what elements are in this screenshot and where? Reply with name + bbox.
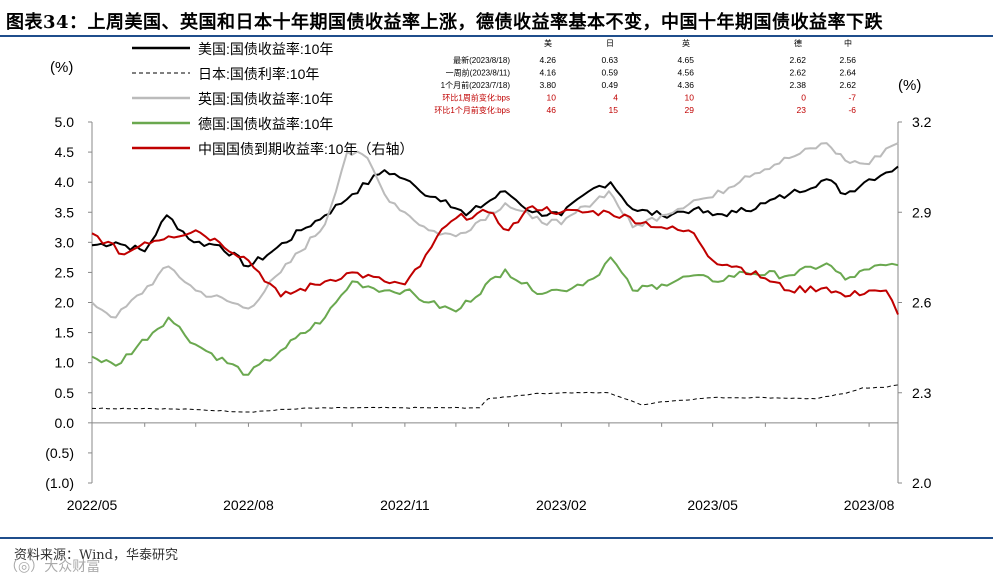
legend-label: 德国:国债收益率:10年 [198, 116, 333, 132]
table-cell: 3.80 [539, 80, 556, 90]
left-tick-label: 0.0 [55, 415, 75, 431]
x-tick-label: 2022/08 [223, 497, 274, 513]
chart-legend: 美国:国债收益率:10年日本:国债利率:10年英国:国债收益率:10年德国:国债… [132, 41, 413, 157]
table-col-header: 日 [606, 39, 614, 48]
table-row-label: 最新(2023/8/18) [453, 55, 510, 65]
left-tick-label: 2.0 [55, 295, 75, 311]
series-line-3 [91, 256, 899, 376]
x-tick-label: 2023/08 [844, 497, 895, 513]
table-cell: 15 [609, 105, 619, 115]
table-col-header: 中 [844, 38, 852, 48]
table-cell: -6 [848, 105, 856, 115]
series-line-2 [91, 142, 899, 319]
left-tick-label: (0.5) [45, 445, 74, 461]
right-tick-label: 2.9 [912, 204, 932, 220]
table-cell: 10 [685, 93, 695, 103]
table-col-header: 德 [794, 38, 802, 48]
left-tick-label: 0.5 [55, 385, 75, 401]
page-title: 图表34：上周美国、英国和日本十年期国债收益率上涨，德债收益率基本不变，中国十年… [6, 12, 884, 33]
table-cell: 4.65 [677, 55, 694, 65]
table-row-label: 一周前(2023/8/11) [446, 68, 511, 78]
table-cell: 4.56 [677, 68, 694, 78]
top-rule [0, 35, 993, 37]
data-table: 美 日 英 德 中最新(2023/8/18) 4.26 0.63 4.65 2.62 2.56 一周… [434, 38, 856, 115]
table-cell: 2.64 [839, 68, 856, 78]
legend-label: 英国:国债收益率:10年 [198, 91, 333, 107]
table-cell: -7 [848, 93, 856, 103]
table-row-label: 1个月前(2023/7/18) [441, 80, 511, 90]
left-tick-label: 5.0 [55, 114, 75, 130]
left-tick-label: 2.5 [55, 264, 75, 280]
table-cell: 0 [801, 93, 806, 103]
chart-axes: (%) (%) 5.0 4.5 4.0 3.5 3.0 2.5 2.0 1.5 1.0 0.5 0.0 (… [45, 59, 931, 513]
table-cell: 4.26 [539, 55, 556, 65]
right-tick-label: 2.3 [912, 385, 932, 401]
left-tick-label: (1.0) [45, 475, 74, 491]
legend-label: 中国国债到期收益率:10年（右轴） [198, 141, 413, 157]
left-tick-label: 4.5 [55, 144, 75, 160]
table-cell: 2.62 [839, 80, 856, 90]
bottom-rule [0, 537, 993, 539]
table-cell: 4 [613, 93, 618, 103]
left-tick-label: 3.0 [55, 234, 75, 250]
table-col-header: 英 [682, 38, 690, 48]
x-tick-label: 2023/02 [536, 497, 587, 513]
left-tick-label: 3.5 [55, 204, 75, 220]
table-col-header: 美 [544, 38, 552, 48]
table-cell: 4.16 [539, 68, 556, 78]
left-tick-label: 1.0 [55, 355, 75, 371]
series-line-0 [91, 165, 899, 268]
source-note: 资料来源：Wind，华泰研究 [14, 548, 178, 563]
x-tick-label: 2023/05 [687, 497, 738, 513]
table-cell: 0.63 [601, 55, 618, 65]
right-unit-label: (%) [898, 77, 921, 94]
x-tick-label: 2022/05 [67, 497, 118, 513]
table-cell: 2.56 [839, 55, 856, 65]
table-cell: 29 [685, 105, 695, 115]
right-tick-label: 3.2 [912, 114, 932, 130]
left-tick-label: 1.5 [55, 325, 75, 341]
right-tick-label: 2.6 [912, 295, 932, 311]
table-row-label: 环比1周前变化:bps [442, 93, 510, 103]
x-tick-label: 2022/11 [380, 497, 430, 513]
table-cell: 0.59 [601, 68, 618, 78]
yield-chart: (%) (%) 5.0 4.5 4.0 3.5 3.0 2.5 2.0 1.5 1.0 0.5 0.0 (… [45, 38, 931, 513]
table-cell: 0.49 [601, 80, 618, 90]
legend-label: 日本:国债利率:10年 [198, 66, 319, 82]
watermark: （◎）大众财富 [4, 559, 101, 575]
series-line-4 [91, 205, 899, 315]
table-cell: 23 [797, 105, 807, 115]
table-cell: 2.38 [789, 80, 806, 90]
table-cell: 2.62 [789, 68, 806, 78]
series-line-1 [91, 384, 899, 413]
right-tick-label: 2.0 [912, 475, 932, 491]
legend-label: 美国:国债收益率:10年 [198, 41, 333, 57]
table-cell: 46 [547, 105, 557, 115]
left-unit-label: (%) [50, 59, 73, 76]
left-tick-label: 4.0 [55, 174, 75, 190]
table-cell: 10 [547, 93, 557, 103]
chart-lines [91, 142, 899, 413]
table-cell: 2.62 [789, 55, 806, 65]
table-row-label: 环比1个月前变化:bps [434, 105, 510, 115]
table-cell: 4.36 [677, 80, 694, 90]
